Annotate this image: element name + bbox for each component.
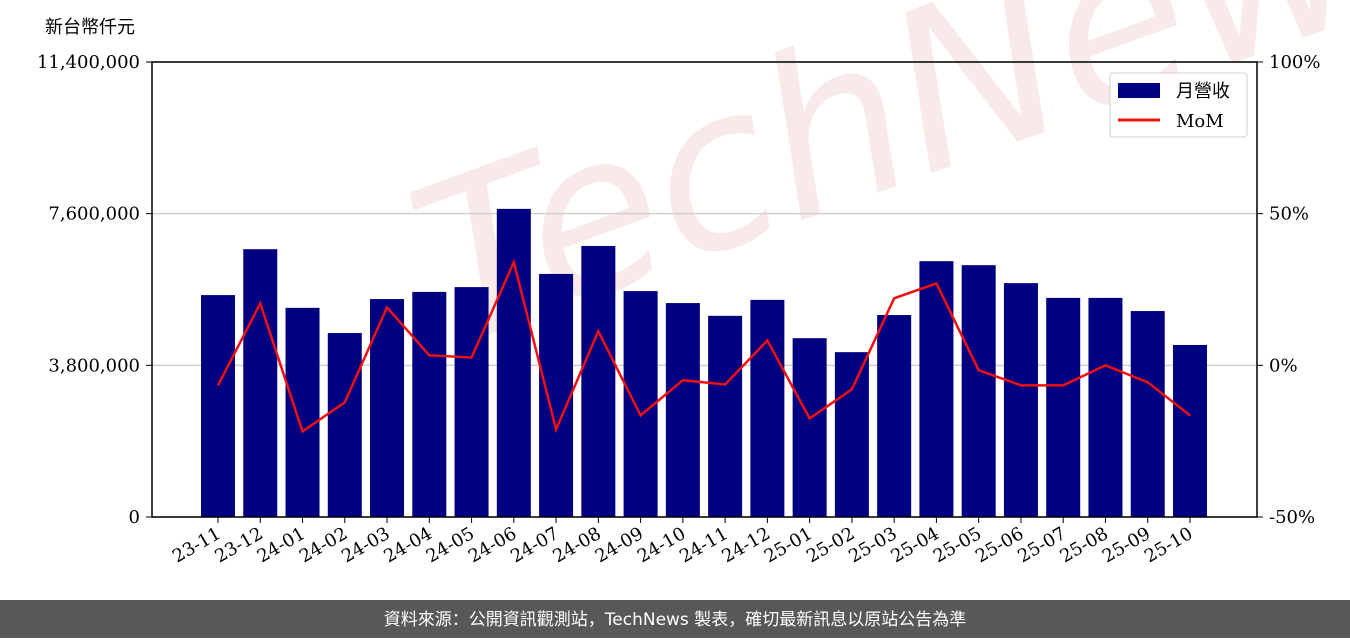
bar <box>412 291 447 517</box>
bar <box>623 291 658 517</box>
x-tick-label: 25-10 <box>1141 523 1196 567</box>
plot-frame <box>151 61 1258 518</box>
bar <box>961 265 996 517</box>
bar <box>834 352 869 517</box>
y-tick-label: 0 <box>129 507 140 528</box>
y2-tick-label: 50% <box>1269 204 1309 225</box>
y-tick-label: 11,400,000 <box>37 52 140 73</box>
y-axis-label: 新台幣仟元 <box>45 17 135 38</box>
legend-label: 月營收 <box>1176 81 1230 102</box>
y2-tick-label: 100% <box>1269 52 1320 73</box>
bar <box>665 303 700 517</box>
y2-tick-label: -50% <box>1269 507 1315 528</box>
bar <box>919 261 954 517</box>
bar <box>1046 297 1081 517</box>
bar <box>539 273 574 517</box>
bar <box>1088 297 1123 517</box>
bar <box>750 299 785 517</box>
bar <box>496 208 531 517</box>
bar <box>877 315 912 517</box>
bar <box>1003 283 1038 517</box>
line <box>216 258 1191 434</box>
footer: 資料來源：公開資訊觀測站，TechNews 製表，確切最新訊息以原站公告為準 <box>384 610 966 630</box>
bar <box>454 287 489 517</box>
bar <box>1172 344 1207 517</box>
bar <box>201 295 235 517</box>
bar <box>708 315 743 517</box>
y-tick-label: 3,800,000 <box>48 355 140 376</box>
footer-bar <box>0 600 1350 638</box>
legend-label: MoM <box>1176 111 1224 132</box>
bar <box>285 307 320 517</box>
bar <box>792 338 827 517</box>
y-tick-label: 7,600,000 <box>48 204 140 225</box>
bar <box>1130 311 1165 517</box>
legend-swatch <box>1118 83 1160 98</box>
bar <box>327 333 362 517</box>
bar <box>243 249 278 517</box>
y2-tick-label: 0% <box>1269 355 1298 376</box>
bar <box>581 245 616 518</box>
